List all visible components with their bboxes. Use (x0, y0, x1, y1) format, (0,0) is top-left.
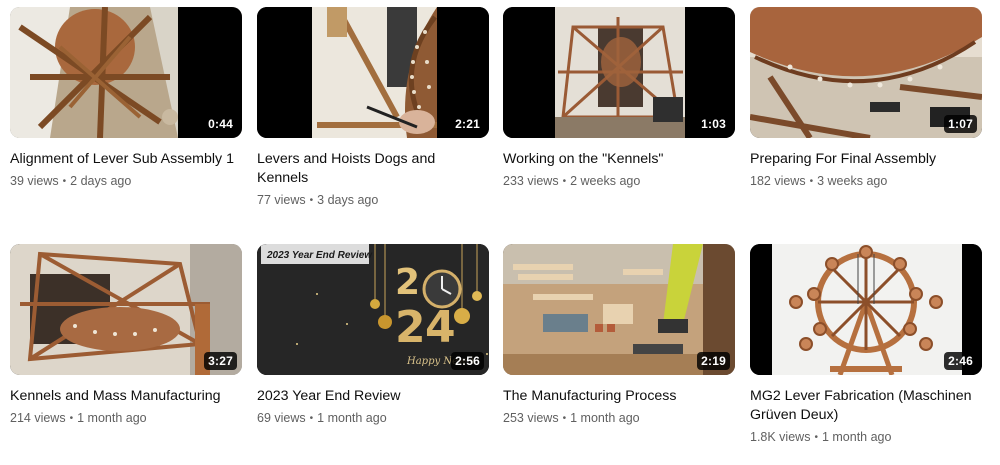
upload-age: 1 month ago (317, 411, 387, 425)
video-duration-badge: 1:07 (944, 115, 977, 133)
thumbnail-image-kennels-frame (503, 7, 735, 138)
view-count: 233 views (503, 174, 559, 188)
thumb-digit: 2 (395, 302, 426, 353)
thumb-banner-text: 2023 Year End Review (266, 250, 373, 261)
video-thumbnail[interactable]: 0:44 (10, 7, 242, 138)
video-meta: 69 views • 1 month ago (257, 409, 489, 429)
video-card[interactable]: 3:27 Kennels and Mass Manufacturing 214 … (10, 244, 242, 429)
video-title[interactable]: The Manufacturing Process (503, 388, 677, 404)
video-thumbnail[interactable]: 2:21 (257, 7, 489, 138)
upload-age: 1 month ago (570, 411, 640, 425)
video-meta: 1.8K views • 1 month ago (750, 428, 982, 448)
video-meta: 77 views • 3 days ago (257, 191, 489, 211)
view-count: 39 views (10, 174, 59, 188)
video-card[interactable]: 2023 Year End Review 2 2 4 Happy New Y (257, 244, 489, 429)
upload-age: 1 month ago (77, 411, 147, 425)
video-card[interactable]: 2:19 The Manufacturing Process 253 views… (503, 244, 735, 429)
view-count: 77 views (257, 193, 306, 207)
upload-age: 3 days ago (317, 193, 379, 207)
video-card[interactable]: 2:21 Levers and Hoists Dogs and Kennels … (257, 7, 489, 211)
video-meta: 233 views • 2 weeks ago (503, 172, 735, 192)
video-duration-badge: 0:44 (204, 115, 237, 133)
meta-separator: • (809, 176, 814, 187)
meta-separator: • (309, 413, 314, 424)
video-thumbnail[interactable]: 3:27 (10, 244, 242, 375)
view-count: 214 views (10, 411, 66, 425)
meta-separator: • (309, 195, 314, 206)
video-meta: 39 views • 2 days ago (10, 172, 242, 192)
video-meta: 214 views • 1 month ago (10, 409, 242, 429)
upload-age: 2 weeks ago (570, 174, 641, 188)
video-thumbnail[interactable]: 1:07 (750, 7, 982, 138)
video-duration-badge: 2:46 (944, 352, 977, 370)
meta-separator: • (814, 432, 818, 443)
video-meta: 182 views • 3 weeks ago (750, 172, 982, 192)
video-duration-badge: 2:21 (451, 115, 484, 133)
view-count: 182 views (750, 174, 806, 188)
video-title[interactable]: Preparing For Final Assembly (750, 151, 937, 167)
video-duration-badge: 2:19 (697, 352, 730, 370)
meta-separator: • (562, 176, 567, 187)
thumbnail-image-new-year-graphic: 2023 Year End Review 2 2 4 Happy New Y (257, 244, 489, 375)
video-card[interactable]: 1:07 Preparing For Final Assembly 182 vi… (750, 7, 982, 192)
video-duration-badge: 1:03 (697, 115, 730, 133)
view-count: 253 views (503, 411, 559, 425)
thumbnail-image-wheel-render (750, 244, 982, 375)
meta-separator: • (62, 176, 67, 187)
video-title[interactable]: Kennels and Mass Manufacturing (10, 388, 221, 404)
video-duration-badge: 2:56 (451, 352, 484, 370)
video-title[interactable]: MG2 Lever Fabrication (Maschinen Grüven … (750, 388, 972, 423)
thumb-digit: 2 (395, 262, 420, 303)
meta-separator: • (562, 413, 567, 424)
video-thumbnail[interactable]: 2:19 (503, 244, 735, 375)
view-count: 1.8K views (750, 430, 811, 444)
upload-age: 3 weeks ago (817, 174, 888, 188)
video-title[interactable]: Alignment of Lever Sub Assembly 1 (10, 151, 234, 167)
video-thumbnail[interactable]: 2023 Year End Review 2 2 4 Happy New Y (257, 244, 489, 375)
thumbnail-image-lever-assembly (257, 7, 489, 138)
video-meta: 253 views • 1 month ago (503, 409, 735, 429)
upload-age: 2 days ago (70, 174, 132, 188)
video-title[interactable]: 2023 Year End Review (257, 388, 401, 404)
video-card[interactable]: 1:03 Working on the "Kennels" 233 views •… (503, 7, 735, 192)
upload-age: 1 month ago (821, 430, 892, 444)
video-title[interactable]: Levers and Hoists Dogs and Kennels (257, 151, 436, 186)
view-count: 69 views (257, 411, 306, 425)
video-title[interactable]: Working on the "Kennels" (503, 151, 664, 167)
video-thumbnail[interactable]: 2:46 (750, 244, 982, 375)
thumb-digit: 4 (425, 302, 456, 353)
video-thumbnail[interactable]: 1:03 (503, 7, 735, 138)
meta-separator: • (69, 413, 74, 424)
video-card[interactable]: 2:46 MG2 Lever Fabrication (Maschinen Gr… (750, 244, 982, 448)
video-card[interactable]: 0:44 Alignment of Lever Sub Assembly 1 3… (10, 7, 242, 192)
video-duration-badge: 3:27 (204, 352, 237, 370)
thumbnail-image-workshop-wheel (10, 7, 242, 138)
thumb-greeting-text: Happy New Y (406, 356, 478, 367)
